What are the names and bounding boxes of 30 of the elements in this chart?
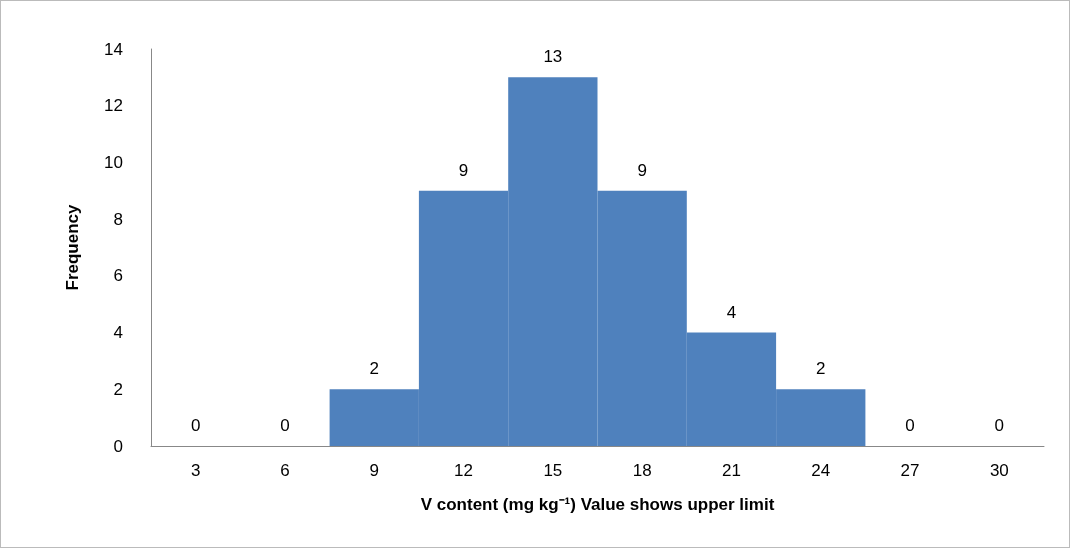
x-tick-label: 27 (900, 461, 920, 480)
y-tick-label: 6 (113, 266, 123, 286)
data-label: 9 (637, 160, 647, 180)
y-tick-label: 0 (113, 436, 123, 456)
x-tick-label: 18 (632, 461, 652, 480)
data-label: 0 (190, 416, 201, 435)
data-label: 13 (543, 47, 563, 67)
x-tick-label: 21 (721, 461, 741, 480)
y-tick-label: 8 (113, 209, 123, 229)
x-tick-label: 15 (543, 461, 563, 480)
data-label: 0 (280, 416, 290, 435)
x-tick-label: 6 (280, 461, 290, 480)
y-axis-title: Frequency (63, 203, 82, 291)
x-tick-label: 24 (811, 461, 831, 480)
y-tick-label: 14 (104, 39, 123, 59)
y-tick-label: 10 (104, 152, 123, 172)
x-tick-label: 3 (190, 461, 201, 480)
y-tick-label: 2 (113, 379, 123, 399)
y-tick-label: 4 (113, 323, 123, 343)
data-label: 0 (905, 416, 915, 435)
data-label: 4 (726, 302, 737, 322)
data-label: 2 (369, 359, 379, 379)
x-tick-label: 9 (369, 461, 379, 480)
y-tick-label: 12 (104, 96, 123, 116)
x-tick-label: 30 (989, 461, 1009, 480)
data-label: 0 (994, 416, 1005, 435)
x-axis-title: V content (mg kg⁻¹) Value shows upper limit (420, 495, 775, 514)
x-tick-label: 12 (454, 461, 474, 480)
data-label: 9 (458, 160, 469, 180)
data-label: 2 (816, 359, 826, 379)
